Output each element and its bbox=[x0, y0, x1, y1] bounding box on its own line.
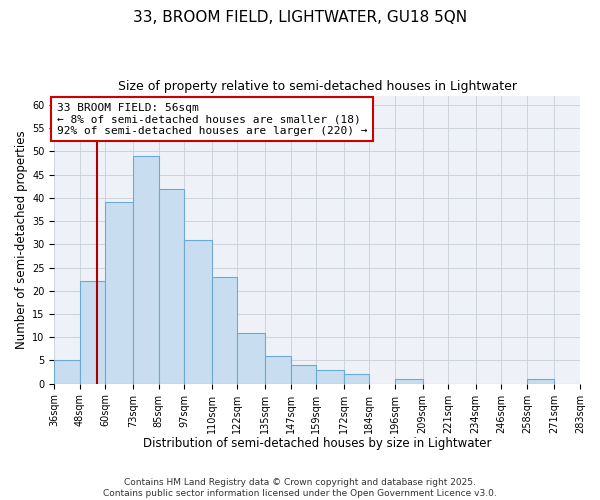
Bar bbox=[158, 188, 184, 384]
Bar bbox=[80, 282, 106, 384]
Bar bbox=[395, 379, 422, 384]
Bar bbox=[212, 277, 238, 384]
Bar bbox=[184, 240, 212, 384]
Bar bbox=[55, 360, 80, 384]
Bar bbox=[344, 374, 370, 384]
Text: 33 BROOM FIELD: 56sqm
← 8% of semi-detached houses are smaller (18)
92% of semi-: 33 BROOM FIELD: 56sqm ← 8% of semi-detac… bbox=[56, 102, 367, 136]
Y-axis label: Number of semi-detached properties: Number of semi-detached properties bbox=[15, 130, 28, 349]
Bar bbox=[265, 356, 290, 384]
Text: Contains HM Land Registry data © Crown copyright and database right 2025.
Contai: Contains HM Land Registry data © Crown c… bbox=[103, 478, 497, 498]
Bar bbox=[133, 156, 158, 384]
Text: 33, BROOM FIELD, LIGHTWATER, GU18 5QN: 33, BROOM FIELD, LIGHTWATER, GU18 5QN bbox=[133, 10, 467, 25]
Bar bbox=[527, 379, 554, 384]
Title: Size of property relative to semi-detached houses in Lightwater: Size of property relative to semi-detach… bbox=[118, 80, 517, 93]
Bar bbox=[290, 365, 316, 384]
Bar bbox=[106, 202, 133, 384]
Bar bbox=[316, 370, 344, 384]
X-axis label: Distribution of semi-detached houses by size in Lightwater: Distribution of semi-detached houses by … bbox=[143, 437, 491, 450]
Bar bbox=[238, 332, 265, 384]
